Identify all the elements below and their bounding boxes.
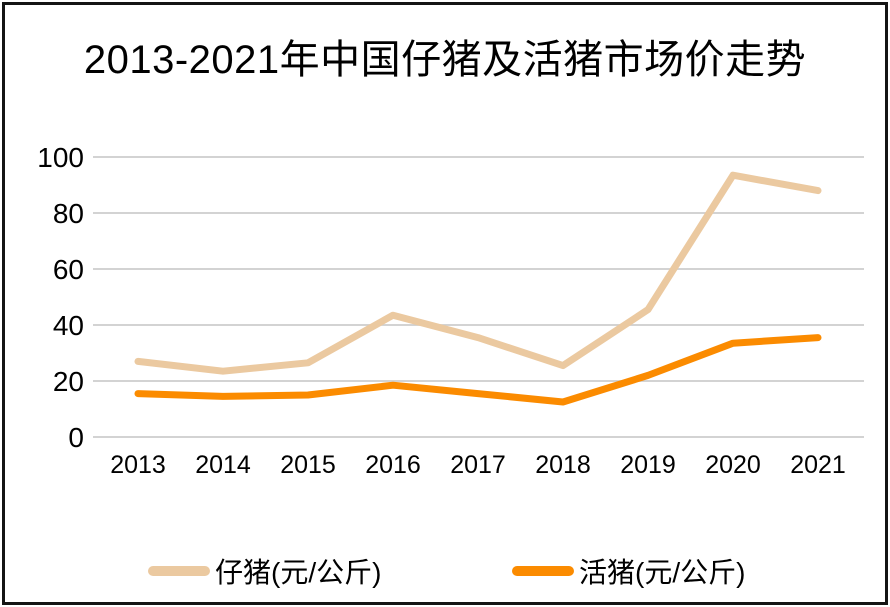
legend-label-livepig: 活猪(元/公斤) [579, 557, 746, 588]
x-axis-tick-label: 2013 [110, 451, 166, 479]
legend-label-piglet: 仔猪(元/公斤) [215, 557, 382, 588]
x-axis-tick-label: 2020 [705, 451, 761, 479]
y-axis-tick-label: 100 [37, 142, 84, 173]
series-line-0 [134, 171, 822, 375]
y-axis-tick-label: 40 [53, 310, 84, 341]
x-axis-tick-label: 2021 [790, 451, 846, 479]
x-axis-tick-label: 2018 [535, 451, 591, 479]
chart-legend: 仔猪(元/公斤) 活猪(元/公斤) [0, 553, 890, 589]
y-axis-tick-label: 20 [53, 366, 84, 397]
y-axis-tick-label: 0 [68, 422, 84, 453]
legend-item-livepig: 活猪(元/公斤) [512, 553, 745, 589]
series-line-1 [134, 334, 822, 406]
x-axis-tick-label: 2016 [365, 451, 421, 479]
x-axis-tick-label: 2017 [450, 451, 506, 479]
y-axis-tick-label: 60 [53, 254, 84, 285]
x-axis-tick-label: 2019 [620, 451, 676, 479]
chart-title: 2013-2021年中国仔猪及活猪市场价走势 [83, 38, 807, 82]
piglet-series-swatch [148, 566, 210, 576]
x-axis-tick-label: 2014 [195, 451, 251, 479]
livepig-series-swatch [512, 566, 574, 576]
y-axis-tick-label: 80 [53, 198, 84, 229]
x-axis-tick-label: 2015 [280, 451, 336, 479]
legend-item-piglet: 仔猪(元/公斤) [148, 553, 381, 589]
